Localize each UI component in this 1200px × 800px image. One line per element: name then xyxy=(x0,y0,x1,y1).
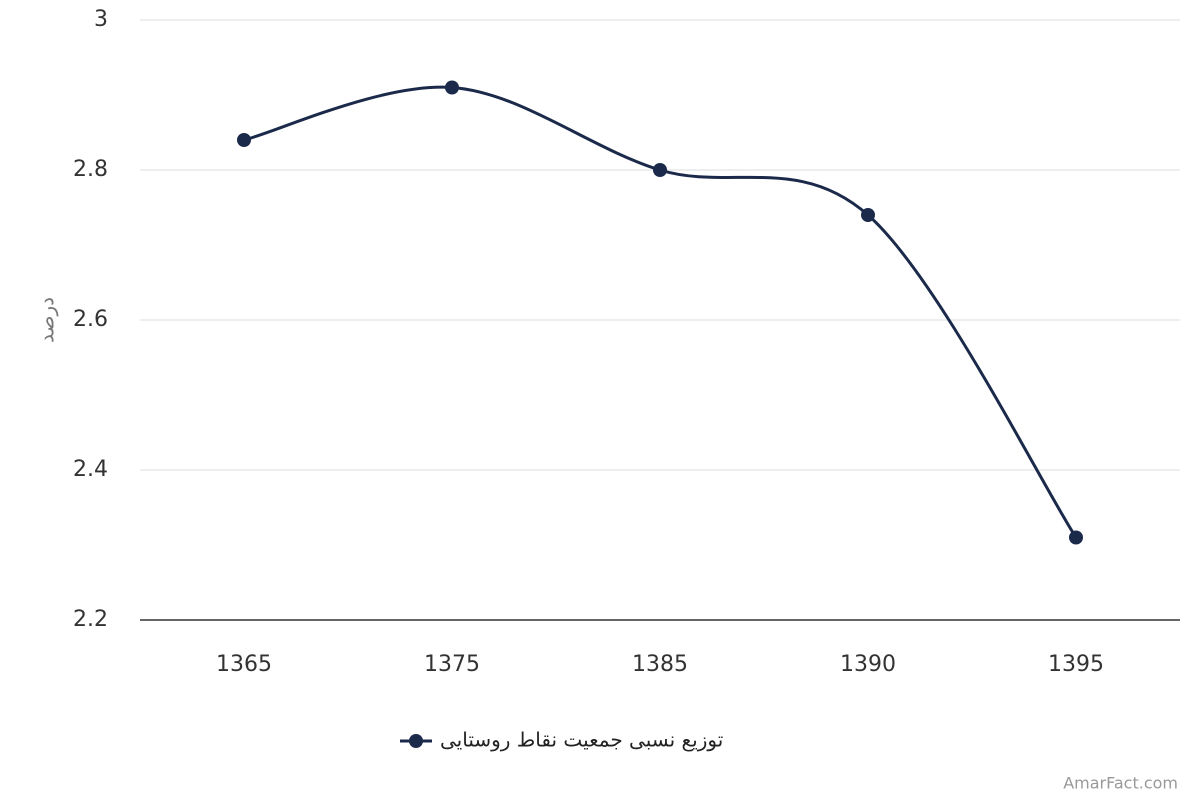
point xyxy=(861,208,875,222)
x-tick-label: 1395 xyxy=(1048,652,1104,677)
x-tick-label: 1385 xyxy=(632,652,688,677)
y-tick-label: 2.8 xyxy=(73,157,108,182)
legend-marker xyxy=(409,734,423,748)
point xyxy=(653,163,667,177)
watermark: AmarFact.com xyxy=(1063,774,1178,793)
legend-label: توزیع نسبی جمعیت نقاط روستایی xyxy=(440,728,723,752)
point xyxy=(237,133,251,147)
y-tick-label: 2.4 xyxy=(73,457,108,482)
y-tick-label: 2.2 xyxy=(73,607,108,632)
x-tick-label: 1375 xyxy=(424,652,480,677)
y-axis-label: درصد xyxy=(35,297,59,343)
point xyxy=(1069,530,1083,545)
x-tick-label: 1365 xyxy=(216,652,272,677)
x-tick-label: 1390 xyxy=(840,652,896,677)
y-tick-label: 3 xyxy=(94,7,108,32)
point xyxy=(445,80,459,95)
line xyxy=(243,85,1078,539)
y-tick-label: 2.6 xyxy=(73,307,108,332)
